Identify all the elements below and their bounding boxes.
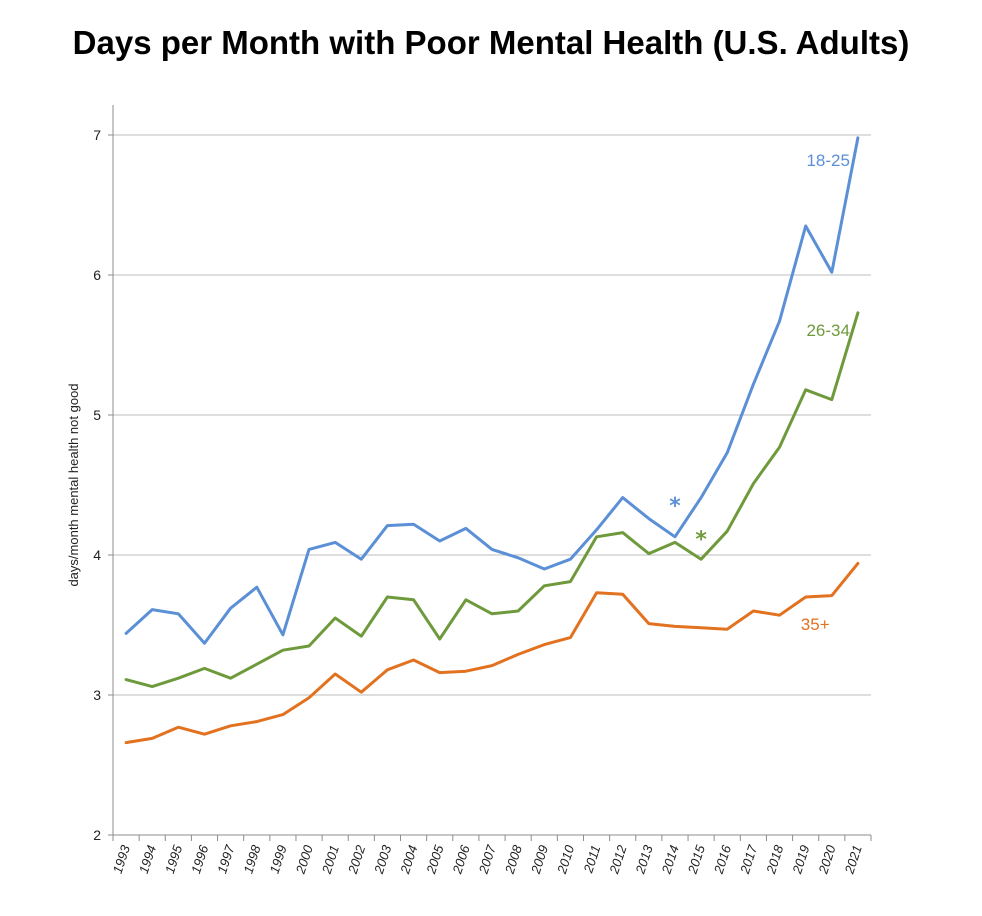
axes (108, 105, 872, 841)
x-tick-label: 1996 (188, 843, 211, 876)
series-line-35+ (124, 561, 860, 745)
x-tick-label: 1999 (267, 843, 290, 875)
x-tick-label: 2005 (423, 843, 447, 877)
x-tick-label: 2009 (528, 843, 552, 876)
x-tick-label: 2004 (397, 843, 421, 876)
x-tick-label: 2000 (292, 843, 316, 877)
x-tick-label: 1997 (214, 843, 237, 876)
annotations: ** (669, 494, 707, 553)
x-tick-label: 1993 (110, 843, 133, 876)
x-tick-label: 2008 (501, 843, 525, 877)
x-tick-label: 1994 (136, 843, 159, 875)
x-tick-label: 2011 (580, 843, 603, 875)
annotation-asterisk: * (669, 494, 681, 519)
x-tick-label: 2016 (711, 843, 735, 877)
series-line-26-34 (124, 311, 860, 689)
x-tick-label: 2012 (606, 843, 630, 877)
x-tick-labels: 1993 1994 1995 1996 1997 1998 1999 2000 2001 2002… (110, 843, 865, 877)
annotation-asterisk: * (695, 527, 707, 552)
y-axis-label: days/month mental health not good (66, 383, 81, 586)
y-tick-label: 6 (93, 267, 101, 283)
x-tick-label: 2007 (475, 843, 499, 877)
series-label-26-34: 26-34 (806, 321, 849, 340)
x-tick-label: 2019 (789, 843, 813, 876)
gridlines (113, 134, 871, 696)
x-tick-label: 2020 (815, 843, 839, 877)
x-tick-label: 2015 (684, 843, 708, 877)
x-tick-label: 2021 (841, 843, 865, 876)
x-tick-label: 1995 (162, 843, 185, 876)
x-tick-label: 2010 (554, 843, 578, 877)
series-labels: 18-25 26-34 35+ (801, 151, 850, 634)
x-tick-label: 2002 (345, 843, 369, 877)
y-tick-labels: 2 3 4 5 6 7 (93, 127, 101, 843)
y-tick-label: 5 (93, 407, 101, 423)
x-tick-label: 2017 (737, 843, 761, 877)
y-tick-label: 4 (93, 547, 101, 563)
x-tick-label: 2013 (632, 843, 656, 877)
x-tick-label: 2001 (319, 843, 343, 876)
series-line-18-25 (124, 136, 860, 645)
y-tick-label: 2 (93, 827, 101, 843)
x-tick-label: 1998 (240, 843, 263, 876)
series-label-35+: 35+ (801, 615, 830, 634)
x-tick-label: 2014 (658, 843, 682, 876)
chart-title: Days per Month with Poor Mental Health (… (72, 24, 910, 61)
y-tick-label: 3 (93, 687, 101, 703)
x-tick-label: 2006 (449, 843, 473, 877)
x-tick-label: 2018 (763, 843, 787, 877)
series-lines (124, 136, 860, 745)
y-tick-label: 7 (93, 127, 101, 143)
x-tick-label: 2003 (371, 843, 395, 877)
series-label-18-25: 18-25 (806, 151, 849, 170)
